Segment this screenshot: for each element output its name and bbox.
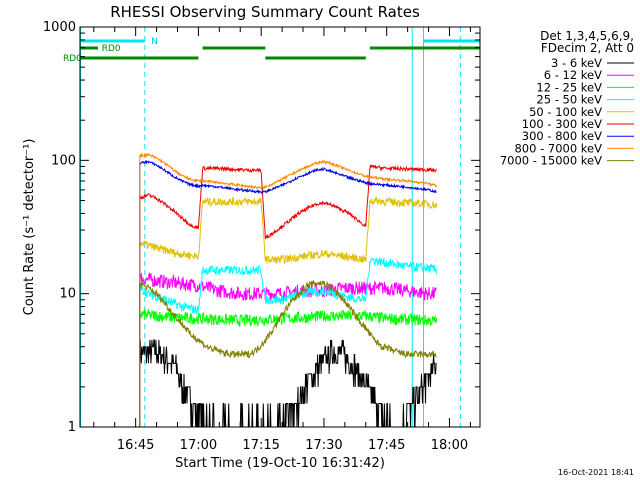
legend-label: 3 - 6 keV: [551, 56, 602, 70]
chart-title: RHESSI Observing Summary Count Rates: [110, 3, 420, 21]
y-axis-label: Count Rate (s⁻¹ detector⁻¹): [22, 139, 37, 316]
legend-label: 6 - 12 keV: [544, 68, 602, 82]
series-line-6: [139, 164, 438, 427]
y-axis: 1 10 100 1000: [43, 20, 480, 435]
series-line-4: [139, 256, 438, 427]
x-tick-label: 17:45: [368, 438, 405, 453]
series-layer: [139, 152, 438, 428]
series-line-3: [139, 308, 438, 427]
x-tick-label: 17:30: [305, 438, 342, 453]
y-tick-label: 1000: [43, 20, 76, 35]
status-flags: N RD0 RD0: [63, 37, 480, 64]
plot-frame: [79, 26, 481, 428]
x-tick-label: 17:00: [180, 438, 217, 453]
y-tick-label: 10: [59, 287, 76, 302]
legend-label: 25 - 50 keV: [536, 93, 602, 107]
flag-label-0: N: [151, 37, 158, 47]
legend-label: 12 - 25 keV: [536, 80, 602, 94]
legend-label: 300 - 800 keV: [522, 129, 602, 143]
detector-info-line-2: FDecim 2, Att 0: [541, 41, 634, 55]
x-tick-label: 16:45: [117, 438, 154, 453]
series-line-5: [139, 196, 438, 427]
x-tick-label: 18:00: [431, 438, 468, 453]
legend-label: 50 - 100 keV: [529, 105, 602, 119]
flag-label-2: RD0: [63, 54, 82, 64]
y-tick-label: 1: [68, 420, 76, 435]
detector-info-line-1: Det 1,3,4,5,6,9,: [540, 29, 634, 43]
series-line-1: [139, 339, 437, 428]
flag-label-1: RD0: [102, 44, 121, 54]
time-markers: [80, 27, 461, 427]
legend-label: 100 - 300 keV: [522, 117, 602, 131]
series-line-9: [139, 280, 437, 427]
x-axis: 16:45 17:00 17:15 17:30 17:45 18:00: [93, 27, 471, 453]
legend-label: 800 - 7000 keV: [514, 141, 602, 155]
footer-timestamp: 16-Oct-2021 18:41: [558, 468, 634, 477]
x-axis-label: Start Time (19-Oct-10 16:31:42): [175, 456, 385, 471]
series-line-2: [139, 272, 437, 427]
y-tick-label: 100: [51, 153, 76, 168]
legend-label: 7000 - 15000 keV: [500, 154, 602, 168]
series-line-8: [139, 152, 438, 427]
series-line-7: [139, 159, 437, 427]
x-tick-label: 17:15: [242, 438, 279, 453]
